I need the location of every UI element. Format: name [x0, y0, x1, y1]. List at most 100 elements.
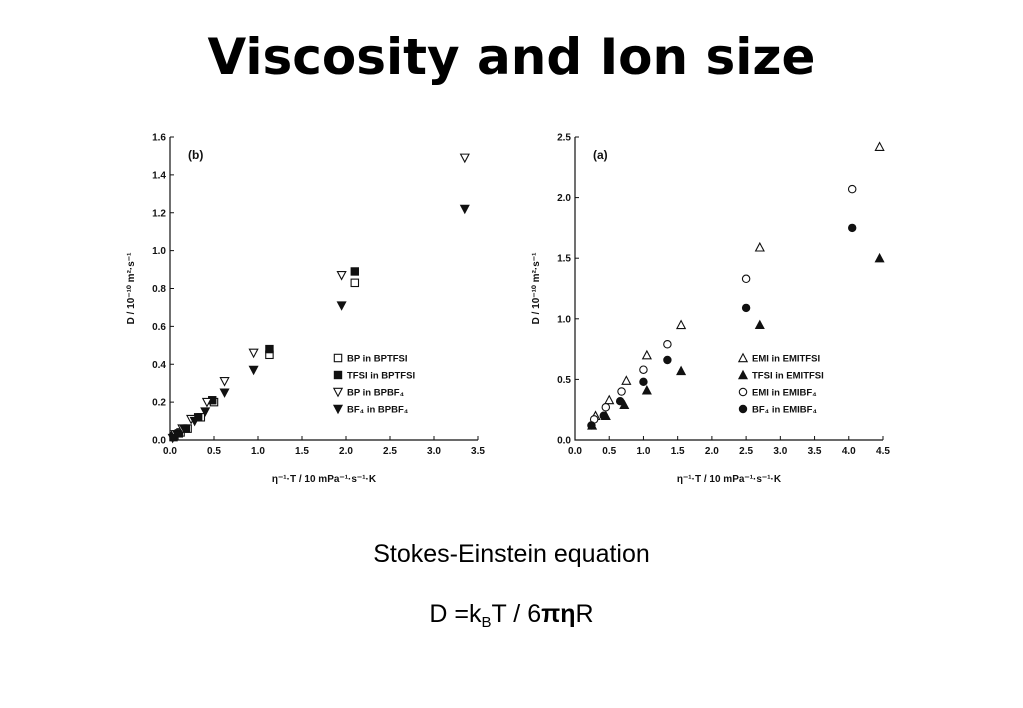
y-axis-label: D / 10⁻¹⁰ m²·s⁻¹ [126, 252, 137, 324]
panel-label: (a) [593, 148, 608, 162]
series-4 [167, 204, 470, 444]
data-point [617, 387, 626, 396]
data-point [675, 319, 687, 330]
slide-title: Viscosity and Ion size [207, 28, 816, 86]
y-tick-label: 0.2 [152, 398, 166, 409]
x-tick-label: 3.5 [471, 446, 485, 457]
series-2 [169, 267, 360, 442]
legend-marker [333, 353, 343, 363]
stokes-einstein-equation: D =kBT / 6πηR [0, 600, 1023, 631]
data-point [189, 416, 200, 427]
x-tick-label: 0.0 [568, 446, 582, 457]
legend-marker [738, 404, 748, 414]
data-point [248, 365, 259, 376]
data-point [167, 433, 178, 444]
data-point [641, 349, 652, 360]
data-point [848, 223, 857, 233]
series-4 [587, 223, 857, 430]
legend: EMI in EMITFSI TFSI in EMITFSI EMI in EMIB… [737, 352, 824, 416]
data-point [676, 365, 687, 376]
x-tick-label: 2.0 [339, 446, 353, 457]
data-point [350, 278, 360, 288]
y-tick-label: 0.5 [557, 375, 571, 386]
data-point [459, 153, 470, 164]
y-tick-label: 1.4 [152, 170, 166, 181]
data-point [601, 403, 611, 412]
legend-label: EMI in EMIBF₄ [752, 388, 817, 399]
y-tick-label: 2.5 [557, 133, 571, 144]
series-3 [170, 153, 470, 440]
axes [169, 137, 478, 441]
data-point [336, 270, 347, 281]
x-tick-label: 1.0 [251, 446, 265, 457]
legend-marker [737, 352, 749, 363]
data-point [847, 184, 857, 194]
legend-marker [738, 387, 748, 397]
data-point [621, 375, 632, 385]
data-point [459, 204, 470, 215]
y-axis-label: D / 10⁻¹⁰ m²·s⁻¹ [531, 252, 542, 324]
data-point [663, 340, 672, 349]
data-point [663, 355, 672, 365]
data-point [874, 141, 885, 151]
x-tick-label: 1.5 [671, 446, 685, 457]
y-tick-label: 1.0 [557, 314, 571, 325]
data-point [641, 385, 652, 395]
equation-lhs: D =k [429, 600, 482, 628]
y-tick-label: 1.5 [557, 254, 571, 265]
data-point [219, 377, 230, 387]
legend: BP in BPTFSI TFSI in BPTFSI BP in BPBF₄ BF₄… [332, 353, 415, 416]
x-tick-label: 4.5 [876, 446, 890, 457]
legend-label: BP in BPTFSI [347, 354, 408, 365]
scatter-chart-b: 0.0 0.5 1.0 1.5 2.0 2.5 3.0 3.5 0.0 0.2 0.4 0.6 0.8 1… [126, 133, 485, 486]
y-tick-label: 0.6 [152, 322, 166, 333]
equation-tail: R [575, 600, 594, 628]
y-tick-label: 1.2 [152, 208, 166, 219]
data-point [639, 377, 648, 387]
data-point [336, 301, 347, 311]
data-point [172, 430, 183, 440]
equation-bold: πη [541, 600, 576, 628]
equation-mid: T / 6 [491, 600, 542, 628]
y-tick-label: 0.8 [152, 284, 166, 295]
legend-label: TFSI in EMITFSI [752, 371, 824, 382]
data-point [615, 397, 625, 406]
data-point [248, 348, 259, 359]
x-tick-label: 3.0 [773, 446, 787, 457]
x-tick-label: 2.5 [383, 446, 397, 457]
x-tick-label: 4.0 [842, 446, 856, 457]
equation-caption: Stokes-Einstein equation [373, 540, 650, 568]
scatter-chart-a: 0.0 0.5 1.0 1.5 2.0 2.5 3.0 3.5 4.0 4.5 0.0 0.5 1.0 1… [531, 133, 890, 486]
series-1 [590, 141, 885, 421]
y-tick-label: 0.0 [557, 436, 571, 447]
series-2 [587, 252, 885, 430]
data-point [200, 407, 211, 417]
legend-label: BP in BPBF₄ [347, 388, 405, 399]
y-tick-label: 0.4 [152, 360, 166, 371]
panel-label: (b) [188, 148, 203, 162]
y-tick-label: 0.0 [152, 436, 166, 447]
data-point [754, 241, 765, 252]
data-point [741, 274, 751, 284]
legend-label: BF₄ in BPBF₄ [347, 405, 409, 416]
data-point [587, 421, 596, 430]
data-point [741, 303, 751, 313]
data-point [599, 411, 608, 420]
data-point [639, 365, 648, 374]
data-point [219, 388, 230, 398]
equation-subscript: B [481, 614, 492, 631]
x-tick-label: 1.0 [636, 446, 650, 457]
x-tick-label: 0.0 [163, 446, 177, 457]
legend-label: TFSI in BPTFSI [347, 371, 415, 382]
series-3 [589, 184, 857, 424]
x-tick-label: 2.0 [705, 446, 719, 457]
legend-marker [333, 370, 343, 380]
x-tick-label: 0.5 [207, 446, 221, 457]
x-tick-label: 3.0 [427, 446, 441, 457]
data-point [265, 344, 274, 354]
y-tick-label: 1.6 [152, 133, 166, 144]
legend-marker [332, 387, 344, 398]
legend-marker [737, 369, 749, 380]
data-point [604, 394, 615, 405]
x-axis-label: η⁻¹·T / 10 mPa⁻¹·s⁻¹·K [677, 474, 782, 485]
